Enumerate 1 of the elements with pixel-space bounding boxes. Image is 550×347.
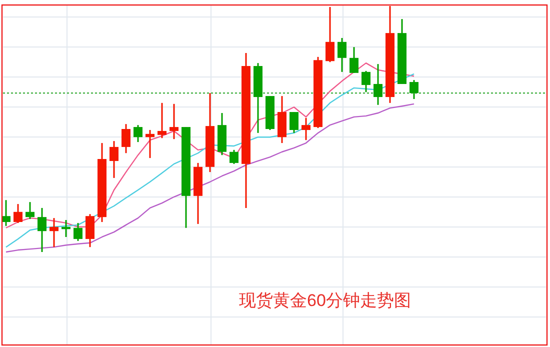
title: 现货黄金60分钟走势图 (239, 291, 411, 310)
